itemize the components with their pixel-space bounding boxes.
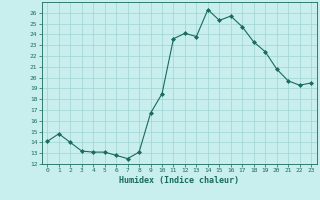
X-axis label: Humidex (Indice chaleur): Humidex (Indice chaleur) <box>119 176 239 185</box>
